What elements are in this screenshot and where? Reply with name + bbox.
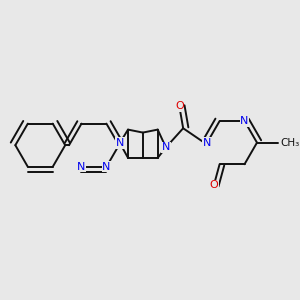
Text: CH₃: CH₃	[280, 138, 299, 148]
Text: N: N	[116, 138, 124, 148]
Text: O: O	[175, 101, 184, 111]
Text: N: N	[240, 116, 249, 126]
Text: N: N	[77, 162, 86, 172]
Text: N: N	[162, 142, 170, 152]
Text: N: N	[102, 162, 111, 172]
Text: O: O	[209, 180, 218, 190]
Text: N: N	[203, 138, 211, 148]
